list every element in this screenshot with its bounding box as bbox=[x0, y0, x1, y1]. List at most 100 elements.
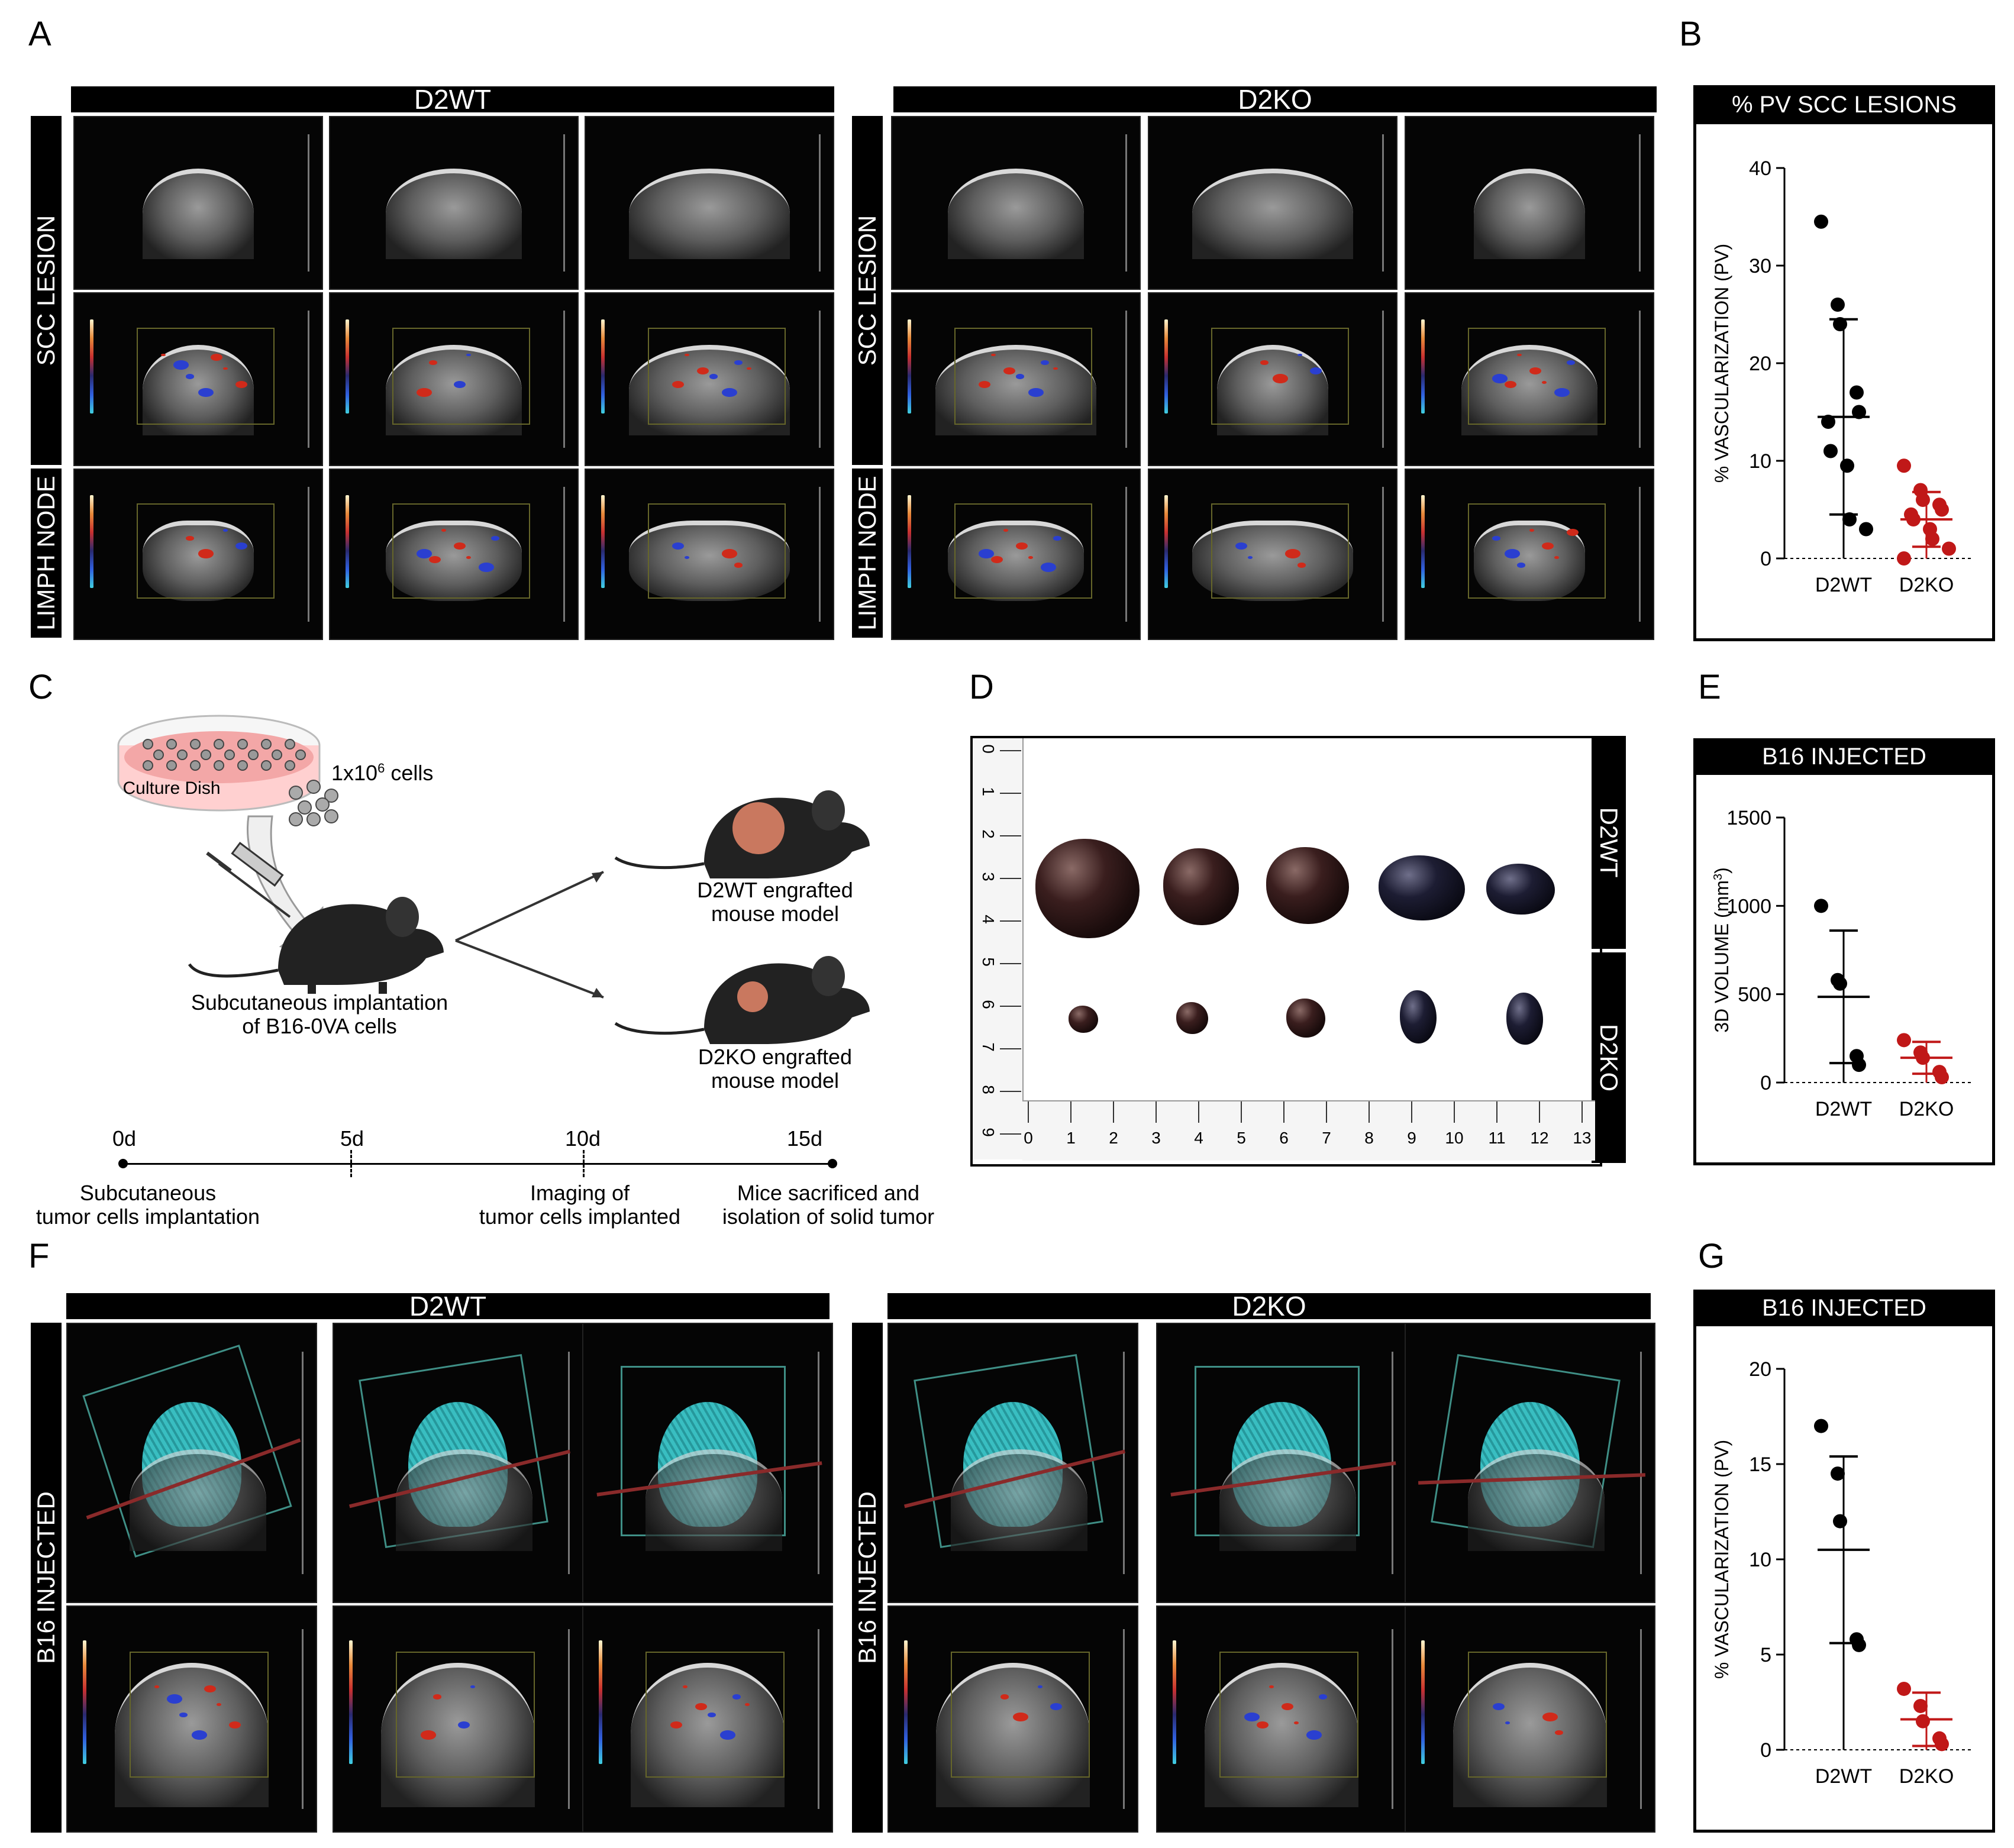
timeline-day-10: 10d bbox=[564, 1126, 601, 1151]
data-point-D2WT bbox=[1823, 444, 1838, 458]
data-point-D2WT bbox=[1840, 458, 1854, 473]
data-point-D2WT bbox=[1831, 1466, 1845, 1481]
ruler-h-tick bbox=[1113, 1101, 1114, 1123]
culture-cell bbox=[224, 749, 235, 760]
ruler-h-tick bbox=[1241, 1101, 1242, 1123]
panel-label-e: E bbox=[1698, 668, 1721, 706]
ultrasound-image bbox=[329, 469, 579, 640]
ultrasound-image bbox=[333, 1323, 583, 1603]
ultrasound-image bbox=[582, 1323, 833, 1603]
y-tick-label: 30 bbox=[1749, 255, 1771, 277]
cluster-cell bbox=[306, 812, 321, 826]
ruler-v-label: 4 bbox=[979, 915, 998, 924]
ultrasound-image bbox=[891, 292, 1141, 466]
ultrasound-image bbox=[1148, 292, 1397, 466]
timeline-day-0: 0d bbox=[112, 1126, 137, 1151]
timeline-text-10a: Imaging of bbox=[530, 1181, 630, 1205]
ultrasound-image bbox=[1405, 292, 1654, 466]
culture-dish-label: Culture Dish bbox=[122, 778, 221, 798]
data-point-D2KO bbox=[1942, 541, 1956, 556]
data-point-D2KO bbox=[1897, 1681, 1911, 1696]
ultrasound-image bbox=[585, 292, 834, 466]
y-axis-label: % VASCULARIZATION (PV) bbox=[1711, 1440, 1732, 1679]
culture-cell bbox=[190, 739, 201, 749]
cluster-cell bbox=[306, 780, 321, 794]
timeline-text-15b: isolation of solid tumor bbox=[722, 1204, 935, 1229]
culture-cell bbox=[261, 739, 272, 749]
y-tick-label: 10 bbox=[1749, 450, 1771, 473]
ruler-v-tick bbox=[1000, 835, 1021, 836]
panel-d-wt-label: D2WT bbox=[1592, 736, 1626, 949]
x-category-label: D2KO bbox=[1899, 1098, 1954, 1120]
ruler-horizontal bbox=[1022, 1100, 1595, 1161]
y-axis-label-sup: 3 bbox=[1712, 874, 1725, 880]
timeline-day-15: 15d bbox=[786, 1126, 823, 1151]
ultrasound-image bbox=[73, 469, 323, 640]
ruler-v-label: 3 bbox=[979, 872, 998, 881]
ultrasound-image bbox=[1405, 116, 1654, 290]
ruler-v-label: 7 bbox=[979, 1042, 998, 1052]
culture-cell bbox=[285, 739, 295, 749]
ultrasound-image bbox=[329, 116, 579, 290]
ultrasound-image bbox=[333, 1605, 583, 1833]
ultrasound-image bbox=[891, 469, 1141, 640]
data-point-D2WT bbox=[1814, 899, 1828, 913]
ultrasound-image bbox=[1156, 1323, 1407, 1603]
ruler-h-label: 12 bbox=[1530, 1129, 1549, 1147]
tumor-wt-5 bbox=[1486, 864, 1555, 915]
ruler-v-tick bbox=[1000, 878, 1021, 879]
culture-cell bbox=[214, 760, 224, 771]
data-point-D2KO bbox=[1925, 532, 1939, 546]
panel-a-ko-row-lesion-label: SCC LESION bbox=[852, 116, 883, 465]
cluster-cell bbox=[298, 800, 312, 815]
timeline-end-dot bbox=[828, 1159, 837, 1168]
ruler-h-label: 9 bbox=[1407, 1129, 1416, 1147]
timeline-start-dot bbox=[118, 1159, 128, 1168]
data-point-D2WT bbox=[1833, 976, 1847, 991]
ruler-v-tick bbox=[1000, 750, 1021, 751]
cell-cluster-icon bbox=[289, 780, 338, 826]
y-tick-label: 500 bbox=[1738, 984, 1771, 1006]
ruler-h-label: 2 bbox=[1109, 1129, 1118, 1147]
ruler-h-tick bbox=[1028, 1101, 1029, 1123]
y-tick-label: 1000 bbox=[1726, 895, 1771, 917]
data-point-D2WT bbox=[1831, 298, 1845, 312]
culture-cell bbox=[153, 749, 164, 760]
ruler-h-tick bbox=[1496, 1101, 1497, 1123]
culture-cell bbox=[214, 739, 224, 749]
ultrasound-image bbox=[585, 469, 834, 640]
panel-f-wt-title: D2WT bbox=[66, 1293, 830, 1320]
panel-f-ko-title: D2KO bbox=[887, 1293, 1651, 1320]
timeline-text-10b: tumor cells implanted bbox=[479, 1204, 681, 1229]
timeline-tick-5d bbox=[350, 1150, 352, 1177]
ruler-v-tick bbox=[1000, 793, 1021, 794]
panel-g-chart: 0 5 10 15 20 % VASCULARIZATION (PV) D2WT D2KO bbox=[1711, 1358, 1974, 1788]
y-tick-label: 0 bbox=[1760, 548, 1771, 570]
ruler-h-tick bbox=[1198, 1101, 1199, 1123]
ultrasound-image bbox=[66, 1605, 317, 1833]
data-point-D2KO bbox=[1935, 1070, 1949, 1085]
data-point-D2KO bbox=[1897, 458, 1911, 473]
ruler-v-label: 1 bbox=[979, 787, 998, 796]
panel-label-g: G bbox=[1698, 1237, 1725, 1275]
timeline-tick-10d bbox=[583, 1150, 585, 1177]
ultrasound-image bbox=[585, 116, 834, 290]
x-category-label: D2WT bbox=[1815, 1765, 1872, 1788]
ruler-h-label: 1 bbox=[1066, 1129, 1076, 1147]
implant-label-1: Subcutaneous implantation bbox=[191, 990, 448, 1015]
culture-cell bbox=[248, 749, 259, 760]
y-tick-label: 20 bbox=[1749, 353, 1771, 375]
panel-d-ko-label: D2KO bbox=[1592, 952, 1626, 1163]
cluster-cell bbox=[324, 809, 338, 823]
panel-label-f: F bbox=[28, 1237, 50, 1275]
ruler-h-tick bbox=[1156, 1101, 1157, 1123]
panel-f-ko-row-label: B16 INJECTED bbox=[852, 1323, 883, 1833]
data-point-D2WT bbox=[1852, 1637, 1866, 1652]
timeline-day-5: 5d bbox=[340, 1126, 364, 1151]
panel-label-a: A bbox=[28, 15, 51, 53]
timeline-text-0a: Subcutaneous bbox=[79, 1181, 217, 1205]
panel-a-wt-row-lesion-label: SCC LESION bbox=[31, 116, 62, 465]
tumor-wt-3 bbox=[1266, 847, 1349, 924]
data-point-D2KO bbox=[1906, 512, 1921, 526]
ko-model-label-1: D2KO engrafted bbox=[698, 1045, 853, 1069]
